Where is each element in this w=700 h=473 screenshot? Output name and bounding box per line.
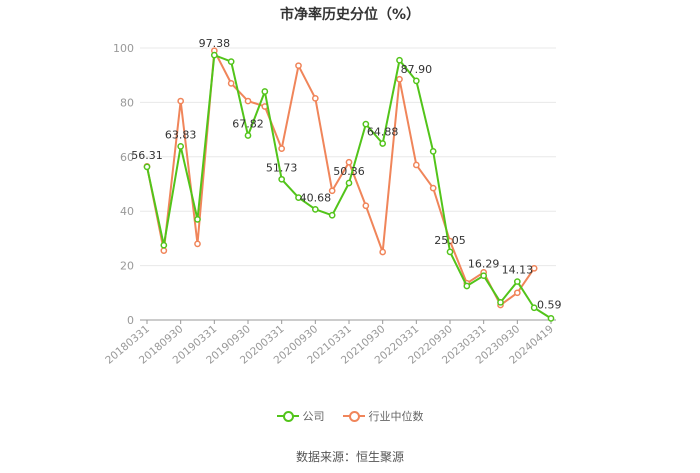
legend-label-industry: 行业中位数: [368, 410, 424, 423]
chart-title: 市净率历史分位（%）: [279, 7, 421, 23]
y-tick-label: 20: [120, 260, 134, 273]
legend-swatch-company: [276, 411, 299, 422]
data-label: 51.73: [266, 161, 298, 174]
data-point-company: [278, 175, 286, 183]
data-point-company: [480, 272, 488, 280]
data-point-company: [194, 216, 201, 223]
data-point-industry: [244, 97, 252, 105]
data-label: 50.36: [333, 165, 365, 178]
y-tick-label: 80: [120, 96, 134, 109]
data-point-company: [143, 163, 151, 171]
data-point-company: [446, 248, 454, 256]
legend-item-industry[interactable]: 行业中位数: [342, 408, 424, 424]
data-point-company: [210, 51, 218, 59]
data-point-industry: [278, 145, 286, 152]
data-label: 25.05: [434, 234, 466, 247]
data-point-industry: [295, 62, 302, 70]
data-point-industry: [412, 161, 420, 169]
data-point-company: [412, 77, 420, 85]
legend-item-company[interactable]: 公司: [276, 408, 325, 424]
data-label: 40.68: [300, 191, 332, 204]
data-point-industry: [194, 240, 201, 248]
data-label: 64.88: [367, 126, 399, 139]
data-point-company: [227, 58, 235, 65]
data-point-industry: [513, 289, 521, 297]
legend: 公司 行业中位数: [0, 408, 700, 424]
data-point-company: [429, 148, 437, 155]
data-point-company: [379, 140, 387, 147]
y-tick-label: 0: [127, 314, 134, 327]
y-tick-label: 40: [120, 205, 134, 218]
data-point-company: [261, 88, 269, 95]
data-point-industry: [177, 97, 185, 105]
data-point-industry: [362, 202, 370, 210]
data-label: 67.82: [232, 118, 264, 131]
legend-swatch-industry: [342, 411, 365, 422]
data-point-industry: [328, 187, 336, 195]
data-point-company: [160, 241, 168, 249]
y-tick-label: 100: [113, 42, 134, 55]
data-label: 97.38: [199, 37, 231, 50]
data-point-company: [177, 143, 185, 150]
data-point-company: [295, 194, 302, 201]
data-point-company: [497, 298, 504, 306]
data-point-company: [311, 206, 319, 213]
data-label: 0.59: [537, 298, 562, 311]
data-point-industry: [345, 158, 353, 166]
data-point-industry: [379, 248, 387, 256]
data-point-industry: [429, 184, 437, 192]
y-tick-label: 60: [120, 151, 134, 164]
data-point-industry: [396, 75, 403, 83]
data-point-industry: [160, 247, 168, 254]
data-point-company: [345, 179, 353, 187]
data-label: 63.83: [165, 128, 197, 141]
data-point-company: [547, 315, 555, 322]
data-label: 87.90: [401, 63, 433, 76]
data-point-company: [328, 211, 336, 219]
legend-label-company: 公司: [302, 410, 325, 423]
data-point-company: [362, 120, 370, 128]
data-point-company: [530, 304, 538, 312]
data-point-industry: [227, 80, 235, 87]
data-label: 16.29: [468, 258, 500, 271]
data-label: 14.13: [502, 264, 534, 277]
data-point-company: [513, 278, 521, 285]
data-point-industry: [311, 94, 319, 102]
data-source: 数据来源：恒生聚源: [295, 450, 404, 464]
series-line-company: [146, 54, 552, 320]
data-point-company: [463, 282, 471, 290]
data-point-industry: [530, 264, 538, 272]
data-point-company: [244, 132, 252, 139]
data-point-company: [396, 56, 403, 64]
data-label: 56.31: [131, 149, 163, 162]
